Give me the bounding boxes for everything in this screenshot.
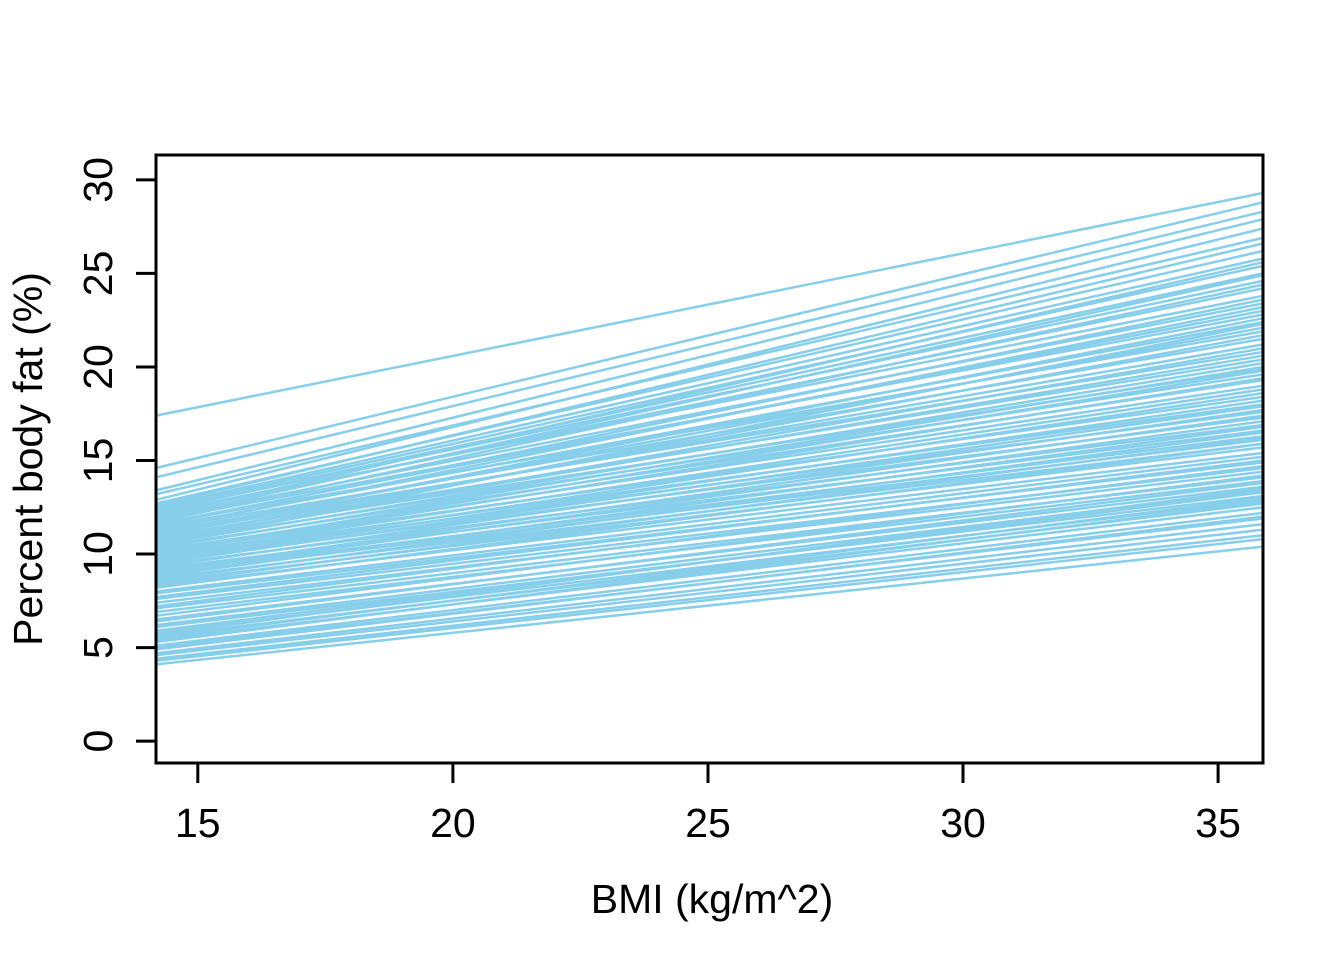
x-tick-label: 20 — [430, 800, 476, 846]
regression-line — [155, 264, 1264, 511]
regression-line — [155, 361, 1264, 546]
regression-line — [155, 391, 1264, 561]
regression-line — [155, 274, 1264, 520]
regression-line — [155, 511, 1264, 647]
regression-line — [155, 545, 1264, 666]
y-tick-label: 25 — [75, 251, 121, 297]
regression-line — [155, 481, 1264, 623]
regression-line — [155, 388, 1264, 558]
x-tick-label: 25 — [685, 800, 731, 846]
regression-line — [155, 365, 1264, 550]
y-tick-label: 10 — [75, 531, 121, 577]
regression-line — [155, 399, 1264, 563]
regression-line — [155, 431, 1264, 582]
regression-line — [155, 442, 1264, 589]
regression-line — [155, 317, 1264, 537]
regression-line — [155, 260, 1264, 518]
x-axis: 15 20 25 30 35 — [175, 763, 1241, 846]
regression-line — [155, 217, 1264, 492]
regression-line — [155, 347, 1264, 545]
regression-line — [155, 496, 1264, 640]
regression-line — [155, 210, 1264, 479]
regression-line — [155, 500, 1264, 644]
y-axis-title: Percent body fat (%) — [5, 272, 51, 646]
regression-lines — [155, 191, 1264, 666]
regression-line — [155, 534, 1264, 661]
y-tick-label: 20 — [75, 344, 121, 390]
regression-line — [155, 343, 1264, 537]
regression-line — [155, 537, 1264, 662]
x-axis-title: BMI (kg/m^2) — [591, 876, 833, 922]
regression-line — [155, 404, 1264, 565]
regression-line — [155, 369, 1264, 554]
regression-line — [155, 257, 1264, 509]
y-tick-label: 15 — [75, 438, 121, 484]
regression-line — [155, 305, 1264, 531]
regression-line — [155, 227, 1264, 502]
regression-line — [155, 333, 1264, 541]
regression-line — [155, 455, 1264, 593]
y-tick-label: 0 — [75, 730, 121, 753]
regression-line — [155, 419, 1264, 574]
regression-line — [155, 528, 1264, 657]
regression-line — [155, 425, 1264, 578]
y-axis: 0 5 10 15 20 25 30 — [75, 157, 156, 753]
regression-line — [155, 298, 1264, 528]
regression-line — [155, 236, 1264, 496]
regression-line — [155, 522, 1264, 655]
regression-line — [155, 414, 1264, 573]
regression-line — [155, 191, 1264, 417]
x-tick-label: 35 — [1195, 800, 1241, 846]
y-tick-label: 30 — [75, 157, 121, 203]
regression-line — [155, 408, 1264, 569]
regression-line — [155, 322, 1264, 546]
regression-line — [155, 434, 1264, 574]
regression-line — [155, 272, 1264, 513]
regression-line — [155, 395, 1264, 554]
regression-line — [155, 464, 1264, 608]
regression-line — [155, 242, 1264, 507]
regression-line — [155, 474, 1264, 618]
regression-line — [155, 487, 1264, 636]
regression-line — [155, 201, 1264, 470]
regression-line — [155, 436, 1264, 586]
regression-line — [155, 283, 1264, 524]
regression-line — [155, 515, 1264, 651]
regression-line — [155, 376, 1264, 556]
y-tick-label: 5 — [75, 636, 121, 659]
regression-line — [155, 459, 1264, 599]
x-tick-label: 30 — [940, 800, 986, 846]
x-tick-label: 15 — [175, 800, 221, 846]
